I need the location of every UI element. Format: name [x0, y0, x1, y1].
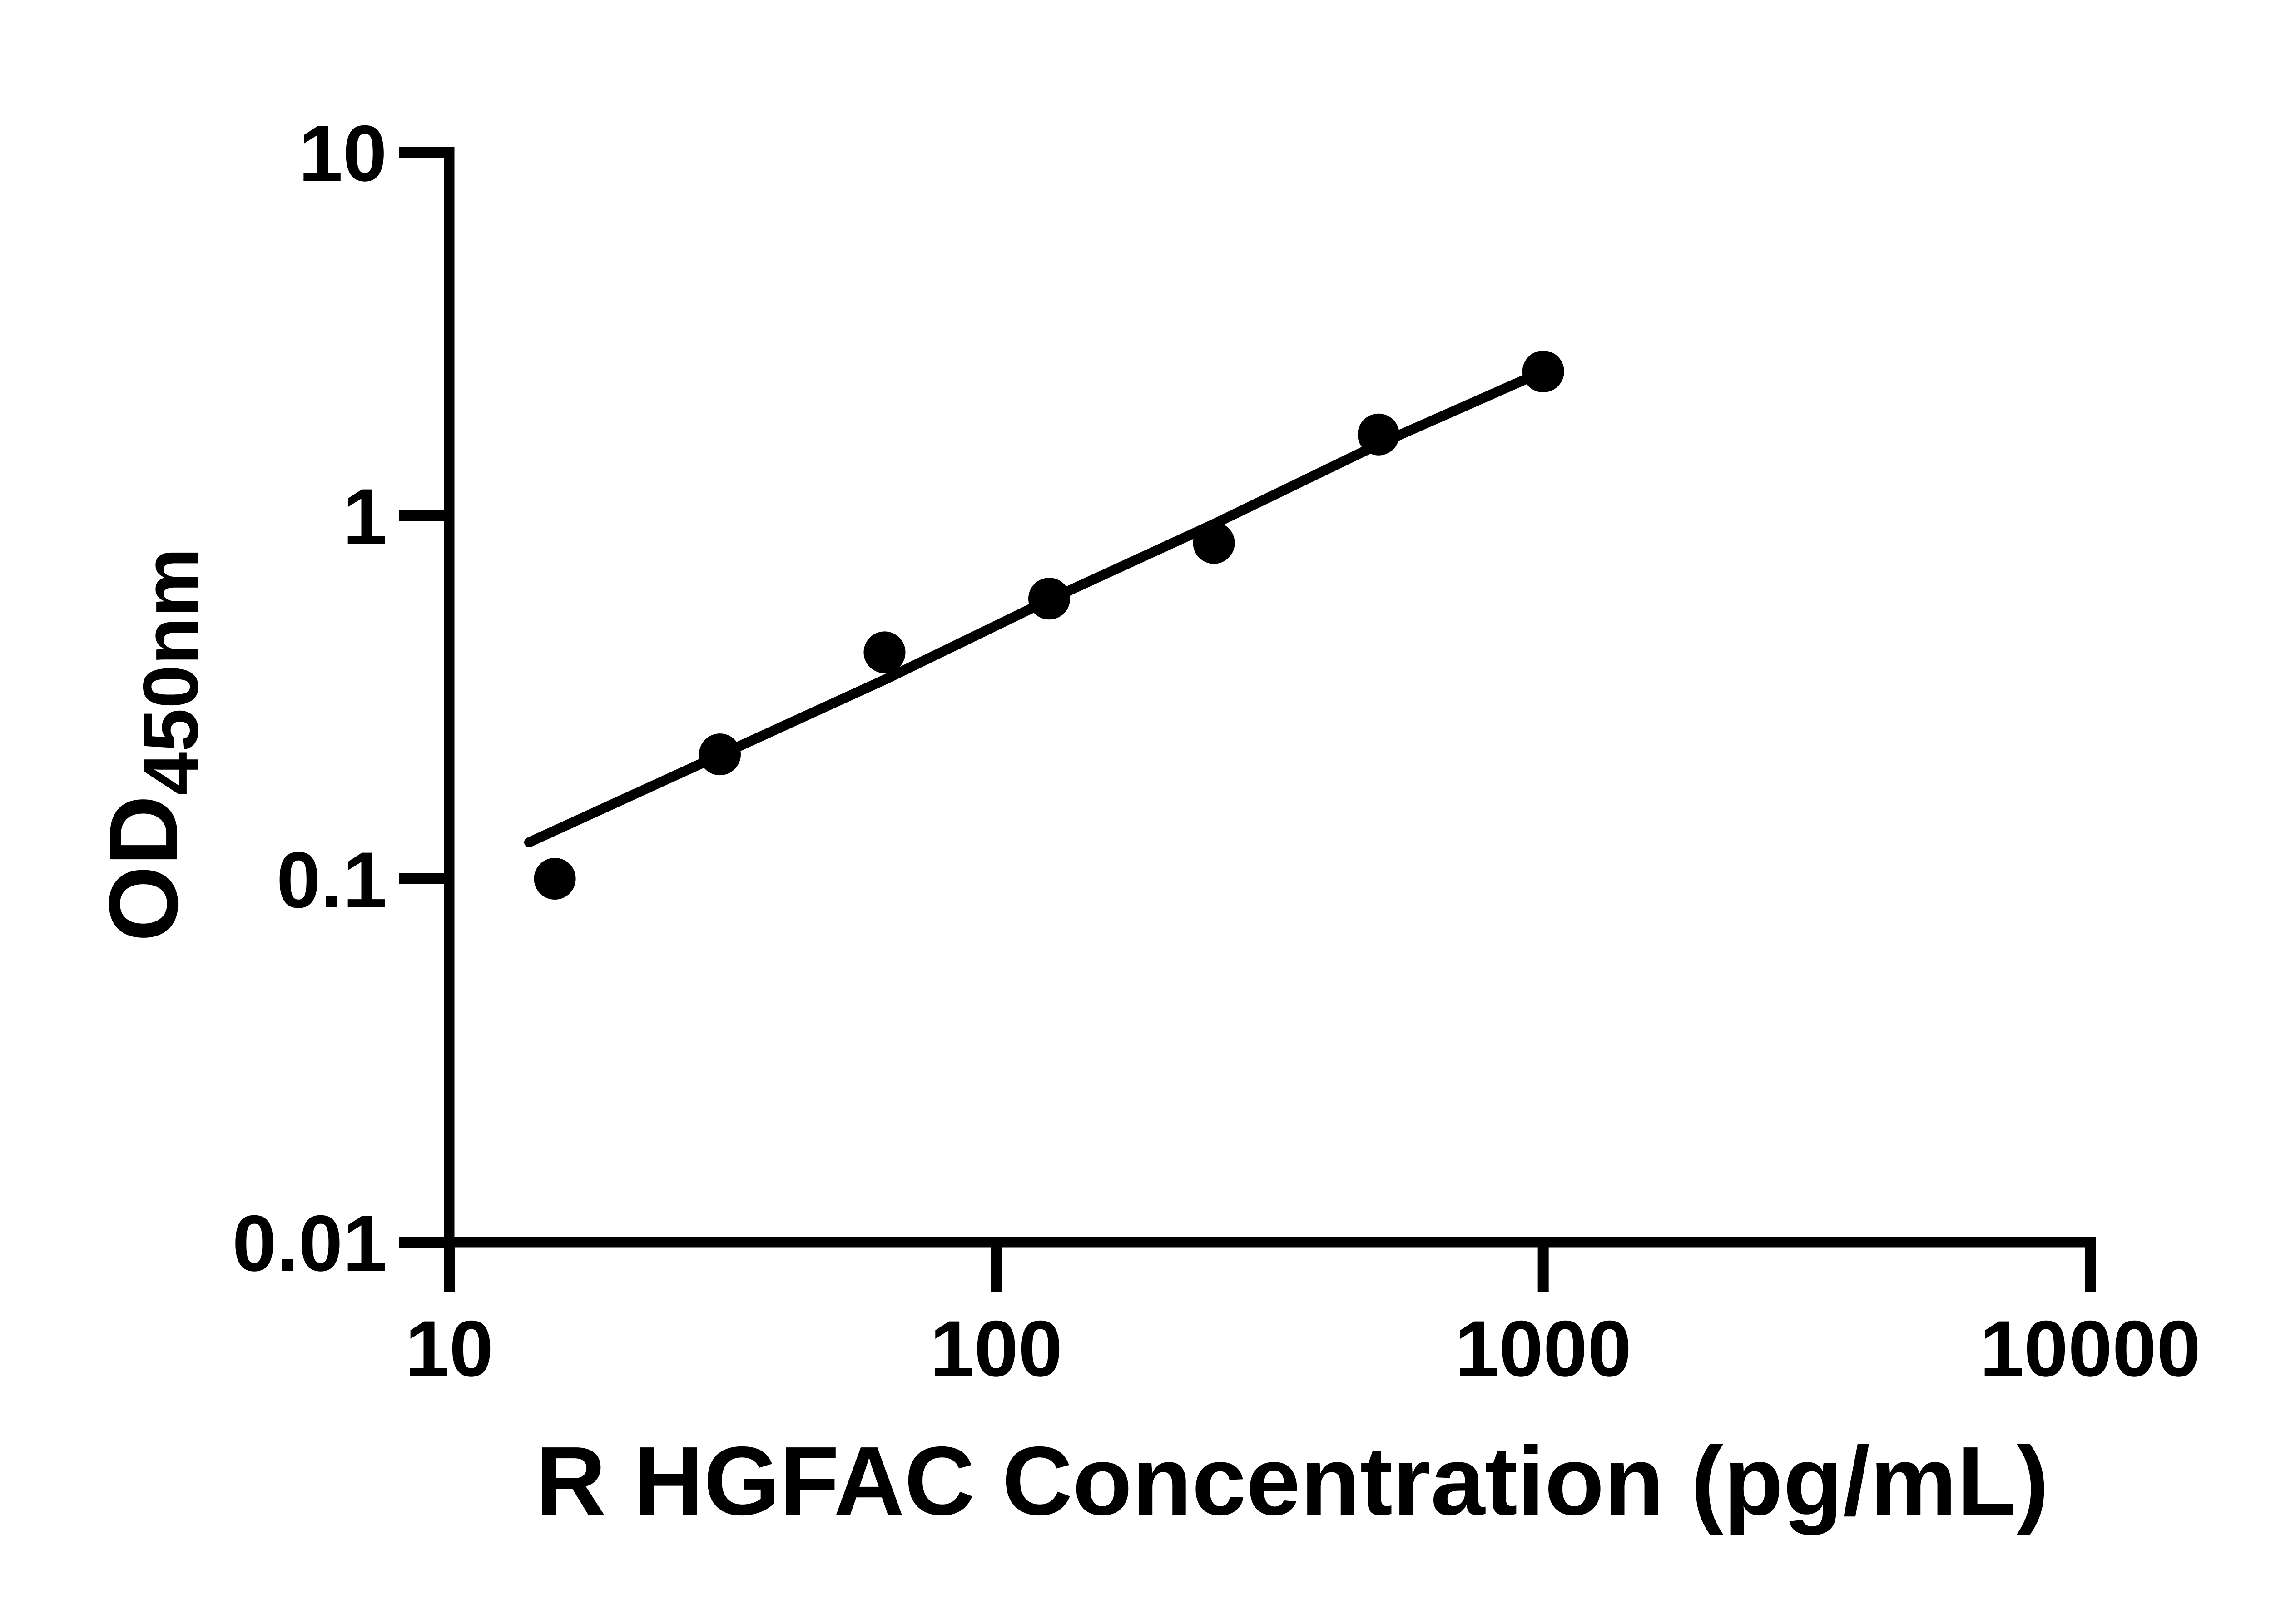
data-point-marker: [863, 631, 906, 673]
x-tick-label: 1000: [1455, 1305, 1631, 1393]
data-point-marker: [1358, 413, 1400, 456]
y-axis-title-main: OD: [89, 795, 198, 942]
data-point-marker: [1522, 351, 1564, 392]
y-tick-label: 10: [298, 109, 387, 198]
x-tick-label: 100: [930, 1305, 1062, 1393]
y-axis-title: OD450nm: [89, 548, 214, 941]
data-point-marker: [1028, 578, 1070, 620]
x-axis-title: R HGFAC Concentration (pg/mL): [536, 1426, 2049, 1535]
data-points-group: [534, 351, 1564, 900]
y-tick-label: 1: [343, 473, 387, 561]
y-tick-label: 0.01: [232, 1199, 387, 1288]
y-axis-title-subscript: 450nm: [127, 548, 214, 795]
data-point-marker: [1193, 522, 1235, 564]
tick-marks: [399, 147, 2096, 1292]
y-tick-label: 0.1: [277, 836, 387, 925]
data-point-marker: [534, 858, 576, 900]
data-point-marker: [699, 733, 741, 776]
axes: [444, 147, 2096, 1248]
x-tick-label: 10000: [1980, 1305, 2201, 1393]
x-tick-label: 10: [405, 1305, 494, 1393]
